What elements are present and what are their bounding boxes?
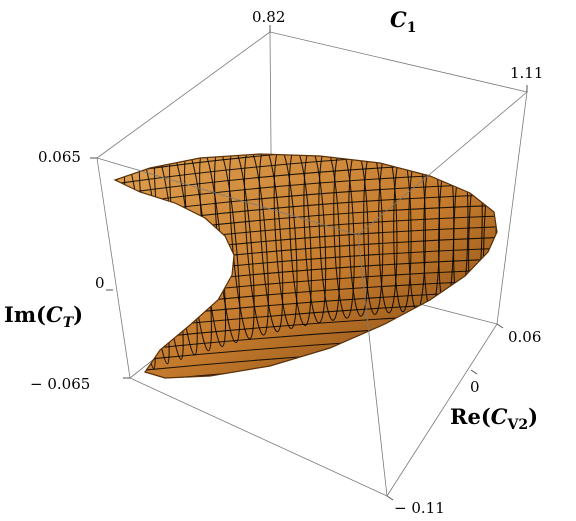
mesh-ring-12 xyxy=(288,154,312,327)
tick-label-re-0: 0.06 xyxy=(508,328,541,346)
box-front-edge-3 xyxy=(96,157,359,236)
tick-label-re-1: 0 xyxy=(470,378,480,396)
tick-label-c1-1: 1.11 xyxy=(510,64,543,82)
axis-title-c1: C1 xyxy=(390,7,416,36)
mesh-ring-10 xyxy=(258,154,284,333)
tick-marks xyxy=(90,25,528,501)
box-front-edge-5 xyxy=(496,91,528,325)
bounding-box-front xyxy=(96,31,528,497)
axis-title-im-ct: Im(CT) xyxy=(4,302,83,331)
tick-mark-4 xyxy=(470,369,478,375)
box-front-edge-0 xyxy=(96,31,271,159)
axis-title-im-base: C xyxy=(46,302,63,327)
box-front-edge-7 xyxy=(386,323,498,497)
box-front-edge-8 xyxy=(357,234,388,497)
tick-label-im-2: − 0.065 xyxy=(30,375,90,393)
box-front-edge-6 xyxy=(129,377,388,497)
mesh-ring-14 xyxy=(318,154,341,321)
axis-title-re-cv2: Re(CV2) xyxy=(450,404,538,433)
axis-title-c1-base: C xyxy=(390,7,407,32)
tick-label-c1-0: 0.82 xyxy=(252,8,285,26)
tick-label-im-1: 0 xyxy=(95,274,105,292)
axis-title-re-suffix: ) xyxy=(528,404,538,429)
box-front-edge-4 xyxy=(96,157,131,379)
axis-title-c1-sub: 1 xyxy=(407,20,417,36)
axis-title-im-sub: T xyxy=(63,315,75,331)
tick-mark-3 xyxy=(496,323,504,329)
axis-title-im-prefix: Im( xyxy=(4,302,46,327)
mesh-line-2 xyxy=(115,154,497,187)
axis-title-im-suffix: ) xyxy=(73,302,83,327)
tick-label-re-2: − 0.11 xyxy=(394,499,445,517)
tick-mark-5 xyxy=(386,495,394,501)
mesh-ring-11 xyxy=(273,154,298,330)
box-front-edge-2 xyxy=(357,91,528,236)
axis-title-re-prefix: Re( xyxy=(450,404,491,429)
mesh-ring-19 xyxy=(393,154,412,313)
mesh-line-1 xyxy=(115,154,497,177)
box-front-edge-1 xyxy=(269,31,528,93)
surface-outline xyxy=(113,153,498,379)
tick-label-im-0: 0.065 xyxy=(38,148,81,166)
axis-title-re-base: C xyxy=(491,404,508,429)
axis-title-re-sub: V2 xyxy=(506,417,528,433)
